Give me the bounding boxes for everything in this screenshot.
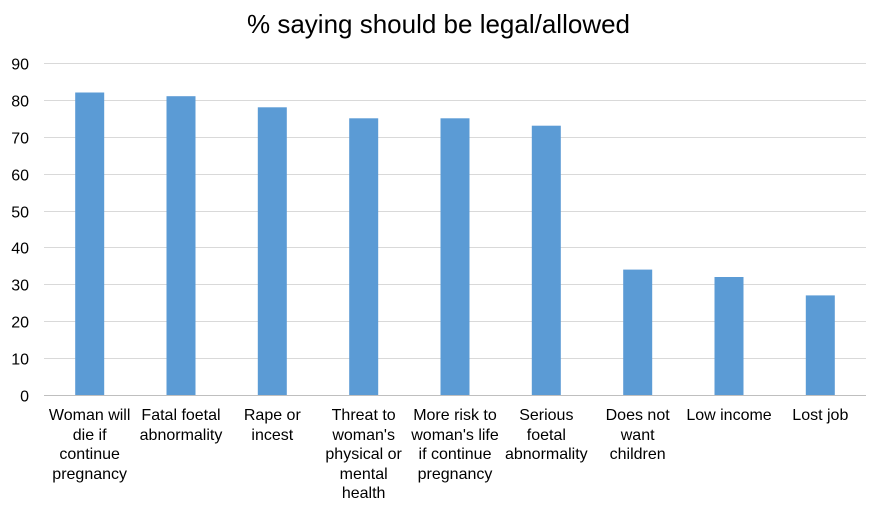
x-tick-label: Threat to woman's physical or mental hea…	[325, 407, 402, 502]
bar	[714, 277, 744, 395]
y-tick-label: 80	[11, 94, 29, 111]
bar	[805, 295, 835, 395]
x-tick-label: Serious foetal abnormality	[504, 407, 588, 463]
bar	[623, 269, 653, 395]
x-tick-label: Rape or incest	[243, 407, 301, 444]
y-tick-label: 90	[11, 57, 29, 74]
y-tick-label: 50	[11, 205, 29, 222]
chart-title: % saying should be legal/allowed	[246, 9, 631, 39]
bar	[75, 92, 105, 395]
y-tick-label: 40	[11, 241, 29, 258]
bar	[531, 125, 561, 395]
x-tick-label: Fatal foetal abnormality	[139, 407, 223, 444]
bar	[166, 96, 196, 395]
x-tick-label: Low income	[686, 407, 772, 424]
x-tick-label: Woman will die if continue pregnancy	[48, 407, 131, 483]
y-tick-label: 20	[11, 315, 29, 332]
y-tick-label: 60	[11, 168, 29, 185]
x-tick-label: More risk to woman's life if continue pr…	[411, 407, 499, 483]
bar	[440, 118, 470, 396]
y-tick-label: 10	[11, 352, 29, 369]
x-tick-label: Does not want children	[605, 407, 670, 463]
x-tick-label: Lost job	[792, 407, 849, 424]
y-tick-label: 30	[11, 278, 29, 295]
y-tick-label: 0	[20, 389, 29, 406]
y-tick-label: 70	[11, 131, 29, 148]
bar	[349, 118, 379, 396]
bar	[257, 107, 287, 396]
